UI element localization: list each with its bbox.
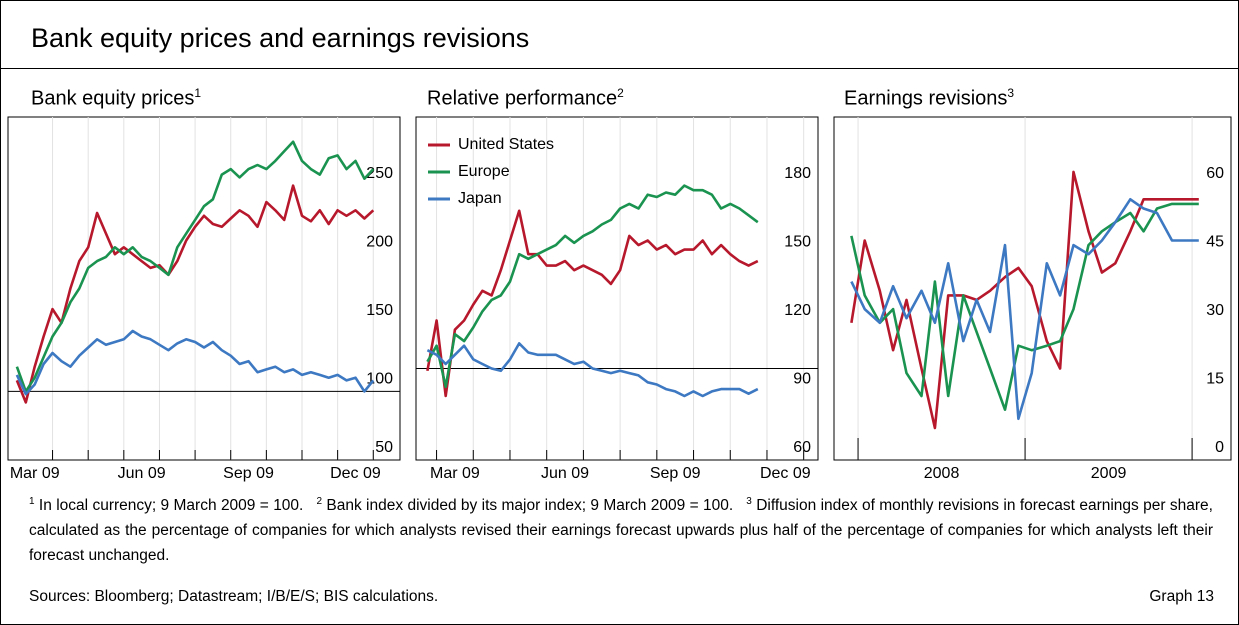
x-tick-label: 2008 bbox=[924, 465, 960, 482]
main-title: Bank equity prices and earnings revision… bbox=[31, 23, 530, 53]
y-tick-label: 90 bbox=[793, 371, 811, 388]
footnote-ref: 1 bbox=[194, 86, 202, 100]
panel-frame bbox=[415, 116, 819, 461]
y-tick-label: 50 bbox=[375, 439, 393, 456]
x-tick-label: 2009 bbox=[1091, 465, 1127, 482]
series-line bbox=[850, 202, 1199, 411]
series-line bbox=[15, 184, 375, 404]
footnote-text: Bank index divided by its major index; 9… bbox=[326, 497, 734, 515]
x-tick-label: Dec 09 bbox=[330, 465, 381, 482]
series-line bbox=[850, 198, 1199, 421]
panel-title-text: Earnings revisions bbox=[844, 87, 1008, 110]
x-tick-label: Sep 09 bbox=[223, 465, 274, 482]
panel-frame bbox=[7, 116, 401, 461]
legend-label: Europe bbox=[458, 163, 510, 180]
series-line bbox=[426, 209, 759, 398]
footnotes: 1 In local currency; 9 March 2009 = 100.… bbox=[29, 489, 1213, 568]
x-tick-label: Jun 09 bbox=[118, 465, 166, 482]
footnote-text: Diffusion index of monthly revisions in … bbox=[29, 497, 1213, 565]
footnote-marker: 1 bbox=[29, 496, 35, 507]
y-tick-label: 15 bbox=[1206, 371, 1224, 388]
title-rule bbox=[1, 68, 1238, 69]
series-line bbox=[426, 184, 759, 389]
y-tick-label: 45 bbox=[1206, 233, 1224, 250]
series-line bbox=[15, 329, 375, 396]
y-tick-label: 100 bbox=[366, 371, 393, 388]
y-tick-label: 180 bbox=[784, 165, 811, 182]
y-tick-label: 0 bbox=[1215, 439, 1224, 456]
x-tick-label: Mar 09 bbox=[10, 465, 60, 482]
panel-title: Bank equity prices1 bbox=[31, 86, 201, 111]
y-tick-label: 200 bbox=[366, 233, 393, 250]
footnote-marker: 2 bbox=[316, 496, 322, 507]
y-tick-label: 60 bbox=[793, 439, 811, 456]
footnote-marker: 3 bbox=[746, 496, 752, 507]
panel-title: Earnings revisions3 bbox=[844, 86, 1014, 111]
sources: Sources: Bloomberg; Datastream; I/B/E/S;… bbox=[29, 588, 439, 605]
footnote-text: In local currency; 9 March 2009 = 100. bbox=[38, 497, 304, 515]
y-tick-label: 30 bbox=[1206, 302, 1224, 319]
footnote-ref: 3 bbox=[1007, 86, 1015, 100]
legend-label: United States bbox=[458, 136, 554, 153]
y-tick-label: 150 bbox=[784, 233, 811, 250]
y-tick-label: 120 bbox=[784, 302, 811, 319]
graph-label: Graph 13 bbox=[1149, 588, 1214, 605]
panel-title-text: Relative performance bbox=[427, 87, 618, 110]
footnote-ref: 2 bbox=[617, 86, 624, 100]
y-tick-label: 150 bbox=[366, 302, 393, 319]
y-tick-label: 60 bbox=[1206, 165, 1224, 182]
series-line bbox=[426, 342, 759, 398]
x-tick-label: Mar 09 bbox=[430, 465, 480, 482]
x-tick-label: Sep 09 bbox=[650, 465, 701, 482]
series-line bbox=[15, 140, 375, 393]
x-tick-label: Dec 09 bbox=[760, 465, 811, 482]
panel-title-text: Bank equity prices bbox=[31, 87, 195, 110]
x-tick-label: Jun 09 bbox=[541, 465, 589, 482]
legend-label: Japan bbox=[458, 190, 502, 207]
panel-title: Relative performance2 bbox=[427, 86, 624, 111]
